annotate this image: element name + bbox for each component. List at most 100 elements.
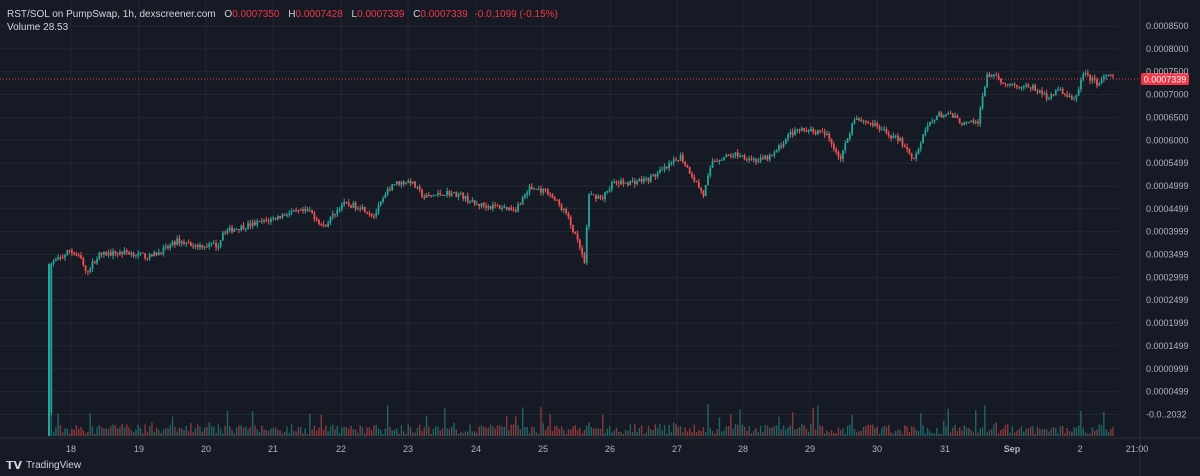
candle-body xyxy=(906,147,908,150)
volume-bar xyxy=(418,424,421,436)
candle-body xyxy=(1080,79,1082,90)
candle-body xyxy=(411,181,414,184)
close-value: 0.0007339 xyxy=(420,9,468,20)
volume-bar xyxy=(1025,428,1027,436)
volume-bar xyxy=(942,420,945,436)
volume-bar xyxy=(721,431,723,436)
candle-body xyxy=(462,193,465,199)
volume-bar xyxy=(553,426,556,436)
candle-body xyxy=(466,195,469,203)
volume-bar xyxy=(707,404,709,436)
volume-bar xyxy=(801,423,803,436)
volume-bar xyxy=(611,432,613,436)
y-tick-label: 0.0006500 xyxy=(1146,112,1189,122)
y-tick-label: 0.0008500 xyxy=(1146,21,1189,31)
volume-bar xyxy=(208,421,210,436)
candle-body xyxy=(597,196,600,199)
volume-bar xyxy=(567,429,570,436)
volume-bar xyxy=(618,431,620,436)
candle-body xyxy=(98,252,101,260)
candle-body xyxy=(331,213,334,218)
candle-body xyxy=(576,233,579,240)
candle-body xyxy=(210,243,213,245)
volume-bar xyxy=(222,433,224,436)
candle-body xyxy=(954,115,957,118)
candle-body xyxy=(80,255,82,259)
volume-bar xyxy=(1050,428,1052,436)
candle-body xyxy=(736,152,739,157)
volume-bar xyxy=(1112,426,1114,436)
volume-bar xyxy=(277,430,279,436)
volume-bar xyxy=(780,429,782,436)
x-tick-label: 24 xyxy=(471,444,481,454)
candle-body xyxy=(743,155,746,160)
volume-bar xyxy=(803,425,805,436)
tradingview-logo[interactable]: 𝗧𝗩 TradingView xyxy=(6,459,81,472)
candle-body xyxy=(967,121,970,123)
volume-bar xyxy=(613,430,615,436)
candle-body xyxy=(414,181,417,188)
volume-bar xyxy=(528,433,531,436)
candle-body xyxy=(814,131,817,134)
volume-bar xyxy=(1110,429,1112,436)
candle-body xyxy=(1013,83,1016,85)
candle-body xyxy=(240,225,243,231)
candle-body xyxy=(764,155,767,159)
candle-body xyxy=(1025,84,1027,87)
volume-bar xyxy=(924,433,927,436)
volume-bar xyxy=(888,424,890,436)
volume-bar xyxy=(462,433,464,436)
y-tick-label: 0.0007500 xyxy=(1146,67,1189,77)
volume-bar xyxy=(318,427,320,436)
volume-bar xyxy=(624,429,627,436)
volume-bar xyxy=(274,427,277,436)
volume-bar xyxy=(297,427,300,436)
volume-bar xyxy=(1082,427,1084,436)
candle-body xyxy=(645,178,648,180)
candle-body xyxy=(913,157,915,159)
volume-bar xyxy=(814,429,817,436)
tradingview-icon: 𝗧𝗩 xyxy=(6,460,23,472)
candle-body xyxy=(1032,85,1034,89)
candle-body xyxy=(192,246,195,248)
candle-body xyxy=(173,241,176,245)
volume-bar xyxy=(384,428,387,436)
volume-bar xyxy=(1004,424,1007,436)
candle-body xyxy=(686,165,689,167)
candle-body xyxy=(93,261,96,264)
volume-bar xyxy=(1048,431,1050,436)
candle-body xyxy=(807,130,810,132)
volume-bar xyxy=(213,426,215,436)
volume-bar xyxy=(620,431,622,436)
candle-body xyxy=(139,252,142,254)
candle-body xyxy=(713,160,716,162)
volume-bar xyxy=(464,431,467,436)
candle-body xyxy=(659,169,661,173)
candle-body xyxy=(384,194,387,199)
candle-body xyxy=(1041,90,1043,94)
volume-bar xyxy=(393,429,396,436)
volume-bar xyxy=(451,426,453,436)
y-tick-label: 0.0004499 xyxy=(1146,204,1189,214)
candle-body xyxy=(787,134,789,139)
candle-body xyxy=(375,212,378,217)
current-price-label: 0.0007339 xyxy=(1144,75,1187,85)
volume-bar xyxy=(354,429,357,436)
candles xyxy=(48,69,1114,436)
candle-body xyxy=(574,232,577,234)
volume-bar xyxy=(725,426,727,436)
candle-body xyxy=(64,254,66,258)
candle-body xyxy=(409,180,412,184)
volume-bar xyxy=(640,425,643,436)
candle-body xyxy=(688,166,691,174)
candle-body xyxy=(711,160,714,168)
volume-bar xyxy=(98,425,101,436)
candle-body xyxy=(677,160,680,162)
candle-body xyxy=(501,208,503,210)
candle-body xyxy=(185,242,188,244)
volume-bar xyxy=(295,431,297,436)
x-tick-label: 21:00 xyxy=(1126,444,1149,454)
volume-bar xyxy=(505,416,508,436)
